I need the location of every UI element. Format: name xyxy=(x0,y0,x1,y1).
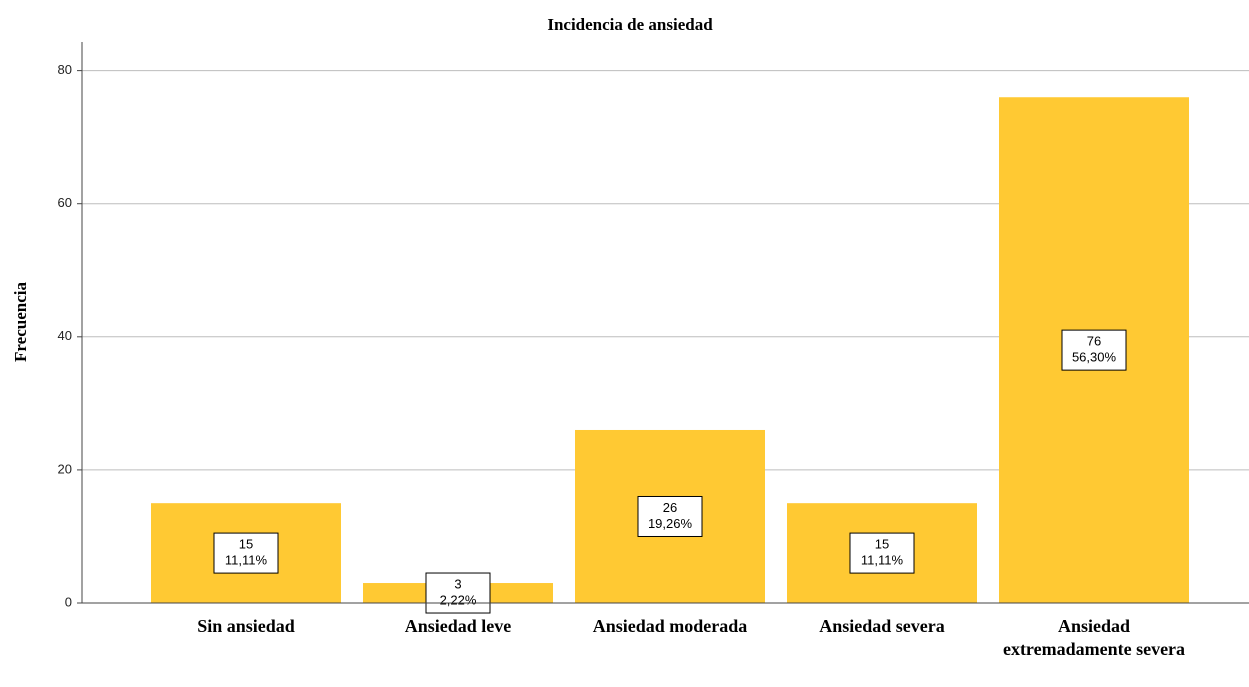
x-tick-label: Sin ansiedad xyxy=(197,616,295,636)
y-tick-label: 80 xyxy=(58,62,72,77)
value-label: 15 xyxy=(875,537,889,552)
x-tick-label: Ansiedad leve xyxy=(404,616,512,636)
value-label-percent: 11,11% xyxy=(225,553,268,568)
chart-title: Incidencia de ansiedad xyxy=(547,15,713,34)
value-label-box xyxy=(213,532,279,574)
value-label: 15 xyxy=(239,537,253,552)
value-label: 76 xyxy=(1087,334,1101,349)
value-label: 3 xyxy=(454,576,461,591)
y-tick-label: 40 xyxy=(58,328,72,343)
y-tick-label: 20 xyxy=(58,461,72,476)
value-label-percent: 19,26% xyxy=(648,516,693,531)
y-axis-label: Frecuencia xyxy=(11,282,30,362)
value-label-box xyxy=(849,532,915,574)
value-label-percent: 56,30% xyxy=(1072,350,1117,365)
value-label-percent: 11,11% xyxy=(861,553,904,568)
y-tick-label: 60 xyxy=(58,195,72,210)
value-label: 26 xyxy=(663,500,677,515)
value-label-box xyxy=(425,572,491,614)
x-tick-label: Ansiedad extremadamente severa xyxy=(1002,616,1186,659)
x-tick-label: Ansiedad moderada xyxy=(592,616,748,636)
value-label-percent: 2,22% xyxy=(440,592,477,607)
value-label-box xyxy=(637,495,703,537)
value-label-box xyxy=(1061,329,1127,371)
y-tick-label: 0 xyxy=(65,594,72,609)
x-tick-label: Ansiedad severa xyxy=(819,616,945,636)
